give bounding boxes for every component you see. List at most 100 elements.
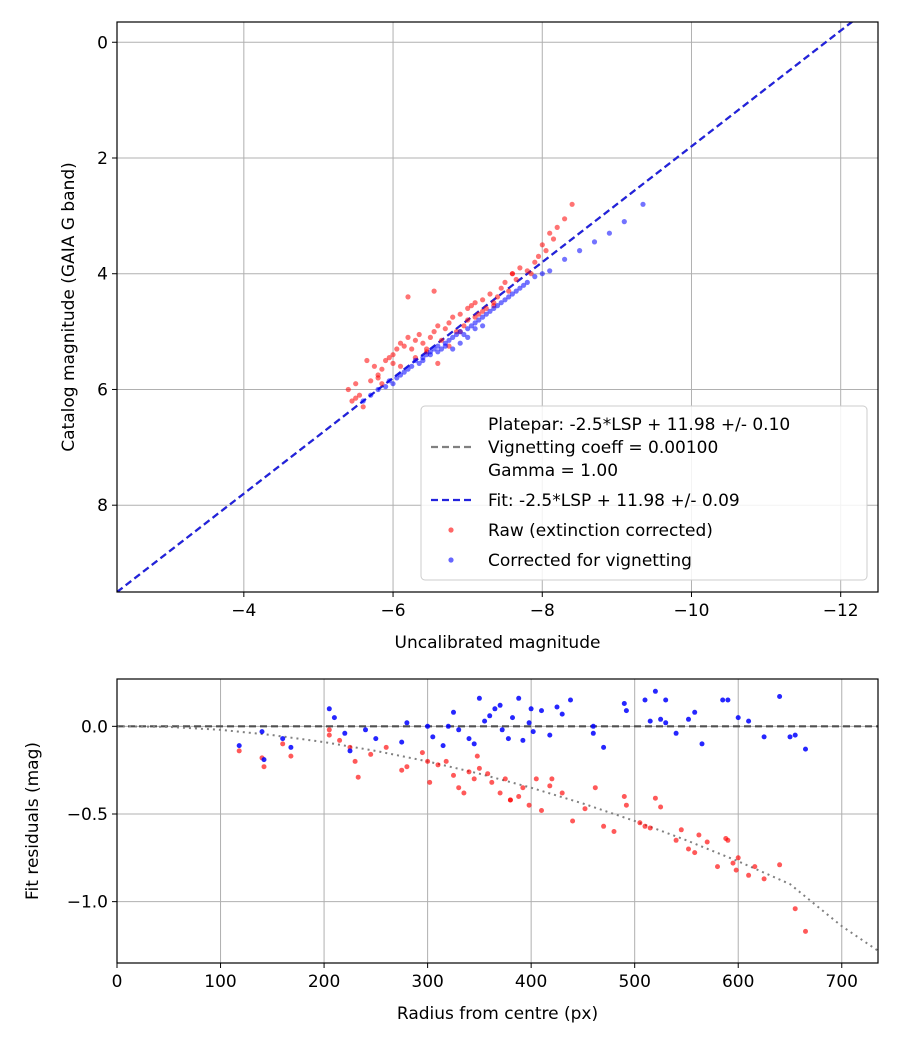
data-point: [405, 334, 411, 340]
data-point: [696, 832, 702, 838]
data-point: [383, 744, 389, 750]
residuals-plot: 0 100 200 300 400 500 600 700 0.0 −0.5 −1.0 Radius…: [23, 678, 879, 1024]
data-point: [733, 867, 739, 873]
data-point: [468, 303, 474, 309]
data-point: [532, 274, 538, 280]
data-point: [547, 732, 553, 738]
data-point: [582, 806, 588, 812]
data-point: [640, 201, 646, 207]
data-point: [280, 741, 286, 747]
data-point: [409, 363, 415, 369]
data-point: [489, 779, 495, 785]
data-point: [425, 723, 431, 729]
data-point: [236, 748, 242, 754]
y-tick-label: −0.5: [67, 805, 108, 825]
data-point: [752, 864, 758, 870]
data-point: [355, 774, 361, 780]
data-point: [590, 723, 596, 729]
x-tick-label: −4: [231, 601, 256, 621]
x-tick-label: −12: [823, 601, 859, 621]
data-point: [427, 352, 433, 358]
data-point: [435, 349, 441, 355]
calibration-plot-y-axis-label: Catalog magnitude (GAIA G band): [59, 162, 79, 452]
data-point: [331, 715, 337, 721]
data-point: [261, 764, 267, 770]
legend-label: Vignetting coeff = 0.00100: [488, 438, 718, 458]
data-point: [368, 392, 374, 398]
data-point: [524, 279, 530, 285]
data-point: [554, 224, 560, 230]
data-point: [725, 697, 731, 703]
data-point: [352, 758, 358, 764]
data-point: [647, 825, 653, 831]
data-point: [547, 783, 553, 789]
data-point: [482, 718, 488, 724]
data-point: [424, 346, 430, 352]
data-point: [360, 398, 366, 404]
data-point: [692, 850, 698, 856]
residuals-plot-frame: [116, 678, 879, 964]
x-tick-label: 0: [112, 972, 123, 992]
data-point: [528, 706, 534, 712]
data-point: [360, 404, 366, 410]
data-point: [438, 337, 445, 343]
data-point: [394, 375, 400, 381]
data-point: [466, 736, 472, 742]
data-point: [412, 337, 418, 343]
data-point: [487, 308, 493, 314]
x-tick-label: 300: [411, 972, 443, 992]
data-point: [476, 317, 482, 323]
data-point: [559, 790, 565, 796]
data-point: [356, 392, 363, 398]
data-point: [704, 839, 710, 845]
data-point: [520, 785, 526, 791]
data-point: [326, 727, 332, 733]
data-point: [431, 288, 437, 294]
y-tick-label: 2: [97, 149, 108, 169]
data-point: [494, 294, 501, 300]
data-point: [568, 697, 573, 703]
data-point: [471, 776, 477, 782]
residuals-plot-y-axis-label: Fit residuals (mag): [23, 742, 43, 900]
data-point: [735, 855, 741, 861]
data-point: [487, 713, 493, 719]
data-point: [401, 369, 407, 375]
data-point: [487, 291, 493, 297]
data-point: [623, 802, 629, 808]
data-point: [399, 767, 405, 773]
data-point: [375, 375, 381, 381]
data-point: [471, 741, 477, 747]
data-point: [761, 734, 767, 740]
data-point: [368, 751, 374, 757]
data-point: [658, 804, 664, 810]
data-point: [457, 340, 463, 346]
data-point: [457, 329, 463, 335]
data-point: [399, 739, 405, 745]
data-point: [621, 219, 627, 225]
data-point: [453, 331, 460, 338]
data-point: [450, 346, 456, 352]
data-point: [526, 720, 532, 726]
data-point: [480, 314, 486, 320]
data-point: [524, 268, 530, 274]
data-point: [465, 317, 471, 323]
data-point: [430, 734, 436, 740]
data-point: [371, 363, 377, 369]
data-point: [386, 378, 392, 384]
data-point: [494, 303, 501, 309]
data-point: [394, 346, 400, 352]
data-point: [427, 779, 433, 785]
data-point: [499, 727, 505, 733]
data-point: [517, 265, 523, 271]
data-point: [590, 730, 596, 736]
data-point: [373, 736, 379, 742]
data-point: [353, 381, 359, 387]
calibration-plot: −4 −6 −8 −10 −12 0 2 4 6 8 Uncalibrated magnitude…: [59, 21, 879, 653]
data-point: [435, 762, 441, 768]
data-point: [692, 709, 698, 715]
legend-label: Corrected for vignetting: [488, 551, 692, 571]
calibration-plot-frame: [116, 21, 879, 593]
data-point: [326, 706, 332, 712]
data-point: [480, 297, 486, 303]
data-point: [532, 259, 538, 265]
